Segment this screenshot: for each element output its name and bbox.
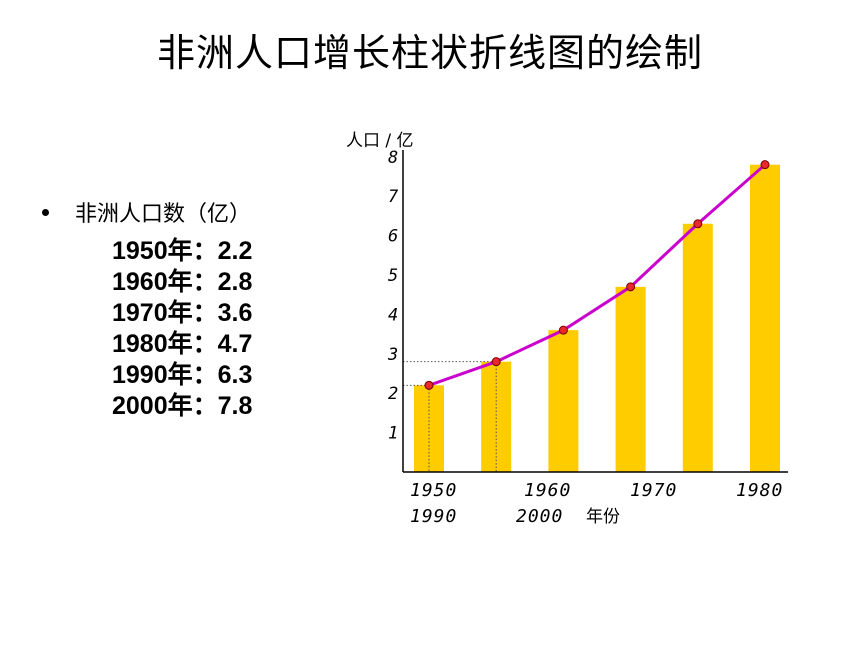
- x-tick-label-1980: 1980: [736, 480, 783, 501]
- bar-2000: [750, 164, 780, 472]
- bullet-heading: 非洲人口数（亿）: [42, 196, 252, 228]
- line-point-1990: [693, 219, 703, 229]
- x-tick-label-1950: 1950: [410, 480, 457, 501]
- y-tick-label-4: 4: [388, 305, 398, 325]
- x-tick-label-1960: 1960: [524, 480, 571, 501]
- bar-1960: [481, 361, 512, 472]
- data-line-1960: 1960年：2.8: [112, 268, 253, 296]
- slide-title: 非洲人口增长柱状折线图的绘制: [156, 31, 703, 75]
- data-list: 非洲人口数（亿） 1950年：2.2 1960年：2.8 1970年：3.6 1…: [42, 196, 252, 422]
- bullet-heading-text: 非洲人口数（亿）: [75, 202, 252, 227]
- x-tick-label-1990: 1990: [410, 506, 457, 527]
- line-point-1960: [491, 357, 501, 367]
- data-line-1980: 1980年：4.7: [112, 330, 253, 358]
- line-point-1980: [626, 282, 636, 292]
- y-tick-label-6: 6: [388, 227, 398, 247]
- population-line: [428, 163, 766, 387]
- y-tick-label-1: 1: [388, 424, 398, 444]
- y-tick-label-5: 5: [388, 266, 398, 286]
- data-line-1950: 1950年：2.2: [112, 237, 253, 265]
- x-axis-unit: 年份: [586, 507, 620, 527]
- bar-1980: [615, 286, 646, 472]
- bar-1970: [548, 330, 579, 472]
- y-tick-label-3: 3: [387, 345, 398, 365]
- bullet-dot-icon: [42, 208, 49, 216]
- y-tick-label-2: 2: [388, 384, 398, 404]
- data-line-1970: 1970年：3.6: [112, 299, 253, 327]
- data-line-1990: 1990年：6.3: [112, 361, 253, 389]
- line-point-2000: [760, 160, 770, 170]
- x-tick-label-2000: 2000: [516, 506, 563, 527]
- line-point-1970: [558, 325, 568, 335]
- y-tick-label-8: 8: [388, 148, 398, 168]
- line-point-1950: [424, 380, 434, 390]
- y-tick-label-7: 7: [388, 187, 399, 207]
- population-chart: 1 2 3 4 5 6 7 8人口 / 亿 1950 1960 1970 1980 1990 2000 年份: [346, 131, 788, 527]
- x-tick-label-1970: 1970: [630, 480, 677, 501]
- y-axis-label: 人口 / 亿: [346, 131, 414, 151]
- data-lines: 1950年：2.2 1960年：2.8 1970年：3.6 1980年：4.7 …: [112, 236, 252, 422]
- bar-1990: [682, 223, 713, 472]
- data-line-2000: 2000年：7.8: [112, 392, 253, 420]
